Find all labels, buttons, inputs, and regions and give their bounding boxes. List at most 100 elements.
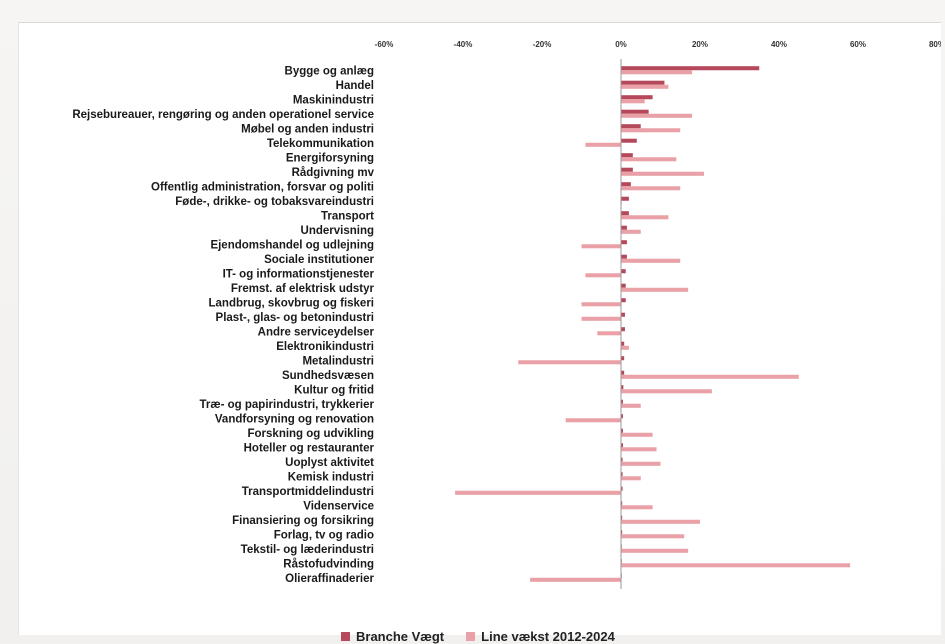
bar-line-vaekst: [621, 171, 704, 176]
bar-branche-vaegt: [621, 530, 623, 535]
category-label: Telekommunikation: [267, 138, 374, 150]
x-tick-label: 80%: [929, 40, 941, 49]
bar-line-vaekst: [621, 374, 799, 379]
category-label: Kultur og fritid: [294, 384, 374, 396]
category-label: Elektronikindustri: [276, 341, 374, 353]
bar-line-vaekst: [621, 563, 851, 568]
bar-branche-vaegt: [621, 66, 760, 71]
bar-branche-vaegt: [621, 211, 629, 216]
legend: Branche Vægt Line vækst 2012-2024: [341, 629, 615, 644]
legend-item-line-vaekst: Line vækst 2012-2024: [466, 629, 615, 644]
category-label: Offentlig administration, forsvar og pol…: [151, 181, 374, 193]
bar-line-vaekst: [621, 389, 712, 394]
bar-line-vaekst: [621, 215, 669, 220]
category-label: Videnservice: [303, 500, 374, 512]
x-tick-label: -60%: [375, 40, 394, 49]
bar-line-vaekst: [581, 316, 621, 321]
bar-branche-vaegt: [621, 167, 633, 172]
category-label: Finansiering og forsikring: [232, 515, 374, 527]
bar-line-vaekst: [518, 360, 621, 365]
bar-branche-vaegt: [621, 109, 649, 114]
x-tick-label: 60%: [850, 40, 866, 49]
bar-line-vaekst: [621, 84, 669, 89]
bar-line-vaekst: [621, 476, 641, 481]
bar-branche-vaegt: [621, 356, 625, 361]
bar-line-vaekst: [455, 490, 621, 495]
category-label: Sociale institutioner: [264, 254, 374, 266]
bar-branche-vaegt: [621, 385, 624, 390]
category-label: Metalindustri: [302, 355, 374, 367]
category-label: Handel: [336, 80, 374, 92]
bar-branche-vaegt: [621, 254, 627, 259]
bar-branche-vaegt: [621, 486, 623, 491]
x-tick-label: 20%: [692, 40, 708, 49]
bar-line-vaekst: [621, 287, 689, 292]
category-label: Sundhedsvæsen: [282, 370, 374, 382]
x-tick-label: 40%: [771, 40, 787, 49]
bar-branche-vaegt: [621, 240, 627, 245]
category-label: Ejendomshandel og udlejning: [210, 239, 374, 251]
category-label: Forlag, tv og radio: [274, 529, 374, 541]
category-label: Maskinindustri: [293, 94, 374, 106]
category-label: Energiforsyning: [286, 152, 374, 164]
bar-branche-vaegt: [621, 95, 653, 100]
category-label: Transportmiddelindustri: [242, 486, 374, 498]
category-label: Landbrug, skovbrug og fiskeri: [209, 297, 375, 309]
bar-branche-vaegt: [621, 225, 627, 230]
bar-line-vaekst: [621, 186, 681, 191]
bar-line-vaekst: [621, 447, 657, 452]
bar-branche-vaegt: [621, 443, 623, 448]
category-label: Rådgivning mv: [292, 167, 375, 179]
bar-branche-vaegt: [621, 153, 633, 158]
bar-line-vaekst: [621, 345, 629, 350]
bar-branche-vaegt: [621, 428, 623, 433]
bar-branche-vaegt: [621, 298, 626, 303]
bar-line-vaekst: [621, 519, 700, 524]
bar-line-vaekst: [621, 461, 661, 466]
bar-branche-vaegt: [621, 472, 623, 477]
category-label: Vandforsyning og renovation: [215, 413, 374, 425]
category-label: Uoplyst aktivitet: [285, 457, 374, 469]
bar-branche-vaegt: [621, 196, 629, 201]
bar-line-vaekst: [581, 244, 621, 249]
bar-branche-vaegt: [621, 138, 637, 143]
bar-line-vaekst: [597, 331, 621, 336]
bar-chart: -60% -40% -20% 0% 20% 40% 60% 80% Bygge og anlæ…: [72, 40, 941, 589]
category-label: Olieraffinaderier: [285, 573, 374, 585]
bar-line-vaekst: [581, 302, 621, 307]
legend-swatch: [466, 632, 476, 641]
category-label: Tekstil- og læderindustri: [241, 544, 374, 556]
bar-line-vaekst: [621, 229, 641, 234]
bar-line-vaekst: [621, 70, 693, 75]
bar-branche-vaegt: [621, 327, 625, 332]
bar-branche-vaegt: [621, 182, 631, 187]
category-label: Plast-, glas- og betonindustri: [216, 312, 374, 324]
category-label: Råstofudvinding: [283, 558, 374, 570]
bar-line-vaekst: [621, 99, 645, 104]
bar-branche-vaegt: [621, 269, 626, 274]
bar-branche-vaegt: [621, 399, 623, 404]
bar-branche-vaegt: [621, 341, 625, 346]
bar-line-vaekst: [621, 403, 641, 408]
chart-frame: -60% -40% -20% 0% 20% 40% 60% 80% Bygge og anlæ…: [18, 22, 941, 644]
bar-line-vaekst: [621, 505, 653, 510]
bar-line-vaekst: [621, 548, 689, 553]
bar-branche-vaegt: [621, 515, 623, 520]
category-label: Undervisning: [301, 225, 374, 237]
x-tick-label: -20%: [533, 40, 552, 49]
bar-branche-vaegt: [621, 370, 625, 375]
legend-label: Line vækst 2012-2024: [481, 629, 615, 644]
bar-line-vaekst: [621, 534, 685, 539]
category-label: Andre serviceydelser: [258, 326, 375, 338]
bar-line-vaekst: [621, 258, 681, 263]
bar-branche-vaegt: [621, 80, 665, 85]
x-tick-label: 0%: [615, 40, 627, 49]
bar-line-vaekst: [530, 577, 621, 582]
legend-swatch: [341, 632, 350, 641]
bar-branche-vaegt: [621, 124, 641, 129]
bar-line-vaekst: [565, 418, 621, 423]
category-label: Forskning og udvikling: [248, 428, 375, 440]
bar-branche-vaegt: [621, 457, 623, 462]
category-label: Kemisk industri: [288, 471, 374, 483]
